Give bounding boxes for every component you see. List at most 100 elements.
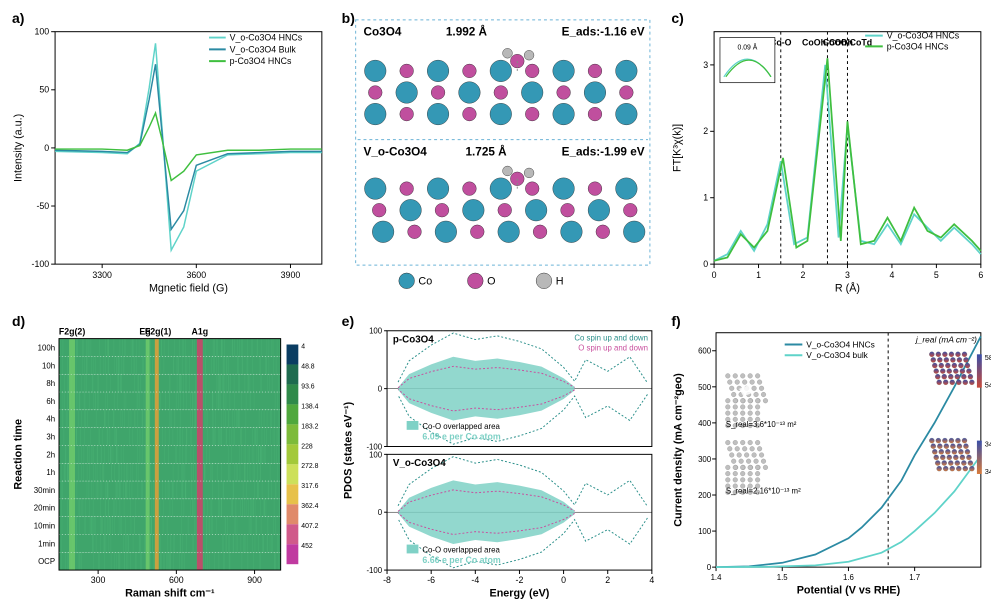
panel-f-chart: 01002003004005006001.41.51.61.7V_o-Co3O4… <box>667 311 991 608</box>
svg-text:58.7: 58.7 <box>985 353 991 362</box>
svg-text:O spin up and down: O spin up and down <box>578 343 648 352</box>
svg-text:0: 0 <box>44 143 49 153</box>
panel-b: b) Co3O4 1.992 Å E_ads:-1.16 eV V_o-Co3O4 1.… <box>338 8 662 305</box>
panel-a: a) -100-50050100330036003900V_o-Co3O4 HN… <box>8 8 332 305</box>
svg-text:452: 452 <box>301 543 313 550</box>
svg-text:PDOS (states eV⁻¹): PDOS (states eV⁻¹) <box>342 401 354 499</box>
svg-text:300: 300 <box>698 454 712 463</box>
panel-f-label: f) <box>671 313 680 329</box>
svg-text:3300: 3300 <box>92 270 112 280</box>
panel-c: c) 01230123456Co-OCoOh-CoOhCoOh-CoTdV_o-… <box>667 8 991 305</box>
svg-text:138.4: 138.4 <box>301 403 318 410</box>
svg-text:6h: 6h <box>46 396 55 405</box>
svg-text:3900: 3900 <box>281 270 301 280</box>
svg-text:10h: 10h <box>42 361 55 370</box>
panel-b-diagram: Co3O4 1.992 Å E_ads:-1.16 eV V_o-Co3O4 1.725… <box>338 8 662 305</box>
svg-text:54.1: 54.1 <box>985 380 991 389</box>
svg-text:Current density (mA cm⁻²geo): Current density (mA cm⁻²geo) <box>673 372 685 526</box>
svg-text:20min: 20min <box>34 503 55 512</box>
svg-text:Reaction time: Reaction time <box>13 419 25 490</box>
svg-text:100: 100 <box>34 27 49 37</box>
panel-d-label: d) <box>12 313 25 329</box>
svg-text:j_real (mA cm⁻²): j_real (mA cm⁻²) <box>915 334 977 344</box>
svg-text:3: 3 <box>845 270 850 280</box>
panel-e-chart: p-Co3O4 Co-O overlapped area 6.09 e per Co… <box>338 311 662 608</box>
svg-text:OCP: OCP <box>38 557 55 566</box>
svg-text:Intensity (a.u.): Intensity (a.u.) <box>13 114 25 182</box>
svg-text:1.7: 1.7 <box>910 572 921 581</box>
svg-text:Mgnetic field (G): Mgnetic field (G) <box>149 283 228 295</box>
panel-b-label: b) <box>342 10 355 26</box>
svg-text:-100: -100 <box>366 566 382 575</box>
svg-text:CoOh-CoTd: CoOh-CoTd <box>823 37 872 47</box>
svg-text:V_o-Co3O4: V_o-Co3O4 <box>393 458 446 469</box>
svg-text:100: 100 <box>369 326 383 335</box>
svg-text:F2g(1): F2g(1) <box>145 326 172 336</box>
svg-text:0: 0 <box>377 508 382 517</box>
svg-text:E_ads:-1.99 eV: E_ads:-1.99 eV <box>561 145 644 158</box>
svg-text:1min: 1min <box>38 539 55 548</box>
svg-text:48.8: 48.8 <box>301 363 315 370</box>
svg-text:362.4: 362.4 <box>301 503 318 510</box>
svg-text:100h: 100h <box>38 343 55 352</box>
svg-text:4h: 4h <box>46 414 55 423</box>
svg-text:8h: 8h <box>46 379 55 388</box>
svg-text:A1g: A1g <box>191 326 208 336</box>
svg-text:2: 2 <box>801 270 806 280</box>
svg-text:1.5: 1.5 <box>777 572 789 581</box>
svg-text:500: 500 <box>698 382 712 391</box>
panel-a-chart: -100-50050100330036003900V_o-Co3O4 HNCsV… <box>8 8 332 305</box>
svg-text:-50: -50 <box>36 201 49 211</box>
svg-text:1.992 Å: 1.992 Å <box>446 26 488 39</box>
panel-e-label: e) <box>342 313 354 329</box>
svg-text:0.09 Å: 0.09 Å <box>738 42 758 51</box>
svg-text:3h: 3h <box>46 432 55 441</box>
svg-text:5: 5 <box>934 270 939 280</box>
svg-text:p-Co3O4: p-Co3O4 <box>393 334 434 345</box>
svg-text:H: H <box>555 276 563 288</box>
panel-c-label: c) <box>671 10 683 26</box>
svg-text:407.2: 407.2 <box>301 523 318 530</box>
svg-text:100: 100 <box>369 450 383 459</box>
svg-text:E_ads:-1.16 eV: E_ads:-1.16 eV <box>561 26 644 39</box>
svg-text:272.8: 272.8 <box>301 463 318 470</box>
svg-text:V_o-Co3O4 HNCs: V_o-Co3O4 HNCs <box>230 33 303 43</box>
svg-text:183.2: 183.2 <box>301 423 318 430</box>
svg-text:V_o-Co3O4 bulk: V_o-Co3O4 bulk <box>807 350 869 360</box>
svg-text:-100: -100 <box>32 259 50 269</box>
svg-text:O: O <box>487 276 495 288</box>
svg-text:6.09 e per Co atom: 6.09 e per Co atom <box>422 431 501 441</box>
svg-text:V_o-Co3O4: V_o-Co3O4 <box>363 145 427 158</box>
svg-text:600: 600 <box>698 346 712 355</box>
svg-text:2: 2 <box>704 126 709 136</box>
svg-text:Co3O4: Co3O4 <box>363 26 401 39</box>
svg-text:V_o-Co3O4 HNCs: V_o-Co3O4 HNCs <box>807 339 876 349</box>
svg-text:-8: -8 <box>383 574 391 584</box>
svg-text:4: 4 <box>890 270 895 280</box>
svg-text:93.6: 93.6 <box>301 383 315 390</box>
svg-text:4: 4 <box>301 343 305 350</box>
svg-text:100: 100 <box>698 527 712 536</box>
panel-f: f) 01002003004005006001.41.51.61.7V_o-Co… <box>667 311 991 608</box>
svg-text:V_o-Co3O4 Bulk: V_o-Co3O4 Bulk <box>230 44 297 54</box>
svg-text:1.725 Å: 1.725 Å <box>465 145 507 158</box>
panel-c-chart: 01230123456Co-OCoOh-CoOhCoOh-CoTdV_o-Co3… <box>667 8 991 305</box>
svg-text:-2: -2 <box>515 574 523 584</box>
svg-text:Potential (V vs RHE): Potential (V vs RHE) <box>797 584 901 596</box>
svg-text:400: 400 <box>698 418 712 427</box>
svg-text:Raman shift cm⁻¹: Raman shift cm⁻¹ <box>125 587 215 599</box>
svg-text:34.3: 34.3 <box>985 439 991 448</box>
svg-text:p-Co3O4 HNCs: p-Co3O4 HNCs <box>887 41 949 51</box>
svg-text:4: 4 <box>649 574 654 584</box>
svg-text:317.6: 317.6 <box>301 483 318 490</box>
svg-text:200: 200 <box>698 490 712 499</box>
svg-text:FT[K³χ(k)]: FT[K³χ(k)] <box>672 124 684 172</box>
svg-text:0: 0 <box>704 259 709 269</box>
svg-text:900: 900 <box>247 574 262 584</box>
svg-text:1.4: 1.4 <box>711 572 723 581</box>
svg-text:Co-O overlapped area: Co-O overlapped area <box>422 545 500 554</box>
svg-text:Co: Co <box>418 276 432 288</box>
svg-text:2: 2 <box>605 574 610 584</box>
svg-text:600: 600 <box>169 574 184 584</box>
panel-d: d) 100h10h8h6h4h3h2h1h30min20min10min1mi… <box>8 311 332 608</box>
